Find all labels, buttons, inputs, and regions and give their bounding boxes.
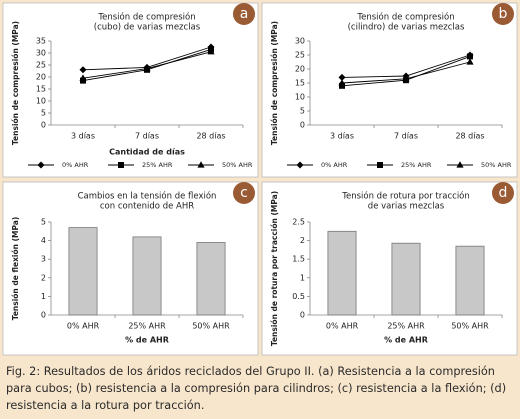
y-tick-label: 3 xyxy=(41,255,46,264)
y-tick-label: 0 xyxy=(41,311,46,320)
y-tick-label: 0.5 xyxy=(292,292,305,301)
panel-badge xyxy=(233,182,255,204)
y-tick-label: 30 xyxy=(295,37,305,46)
legend-marker xyxy=(456,161,464,168)
x-tick-label: 7 días xyxy=(394,132,418,141)
panel-badge xyxy=(233,3,255,25)
legend-marker xyxy=(118,162,124,168)
x-tick-label: 25% AHR xyxy=(387,322,425,331)
x-tick-label: 3 días xyxy=(71,132,95,141)
y-axis-label: Tensión de flexión (MPa) xyxy=(11,217,20,321)
data-point xyxy=(466,58,474,65)
x-axis-label: % de AHR xyxy=(125,336,169,345)
y-tick-label: 5 xyxy=(41,218,46,227)
figure: Tensión de compresión(cubo) de varias me… xyxy=(2,2,518,356)
chart-title: con contenido de AHR xyxy=(100,202,194,212)
y-tick-label: 1 xyxy=(300,273,305,282)
x-tick-label: 3 días xyxy=(330,132,354,141)
panel-letter: d xyxy=(499,185,508,201)
panel-background xyxy=(2,2,259,178)
data-point xyxy=(402,75,410,82)
panel-badge xyxy=(492,182,514,204)
y-tick-label: 2.5 xyxy=(292,218,305,227)
bar xyxy=(455,245,485,316)
data-point xyxy=(467,53,473,60)
y-tick-label: 0 xyxy=(41,121,46,130)
y-tick-label: 10 xyxy=(295,93,305,102)
y-tick-label: 20 xyxy=(295,65,305,74)
panel-background xyxy=(261,2,518,178)
chart-title: (cubo) de varias mezclas xyxy=(94,23,201,33)
bar xyxy=(132,236,162,316)
y-tick-label: 15 xyxy=(295,79,305,88)
y-axis-label: Tensión de compresión (MPa) xyxy=(11,21,20,145)
y-tick-label: 2 xyxy=(300,236,305,245)
panel-letter: c xyxy=(240,185,248,201)
legend-marker xyxy=(296,161,304,169)
y-tick-label: 30 xyxy=(36,49,46,58)
chart-title: Tensión de compresión xyxy=(97,12,195,23)
legend-label: 50% AHR xyxy=(222,161,253,169)
chart-title: Tensión de rotura por tracción xyxy=(341,191,470,202)
data-point xyxy=(338,73,346,81)
chart-title: (cilindro) de varias mezclas xyxy=(348,23,465,33)
data-point xyxy=(338,79,346,86)
y-tick-label: 25 xyxy=(36,61,46,70)
chart-title: Cambios en la tensión de flexión xyxy=(78,191,217,202)
x-axis-label: Cantidad de días xyxy=(109,148,185,157)
bar xyxy=(327,230,357,316)
bar xyxy=(391,242,421,316)
x-tick-label: 7 días xyxy=(135,132,159,141)
panel: Tensión de compresión(cubo) de varias me… xyxy=(2,2,259,178)
y-tick-label: 25 xyxy=(295,51,305,60)
y-tick-label: 15 xyxy=(36,85,46,94)
y-axis-label: Tensión de compresión (MPa) xyxy=(270,21,279,145)
legend-label: 50% AHR xyxy=(481,161,512,169)
legend-marker xyxy=(377,162,383,168)
y-tick-label: 20 xyxy=(36,73,46,82)
y-tick-label: 0 xyxy=(300,121,305,130)
data-point xyxy=(143,64,151,72)
chart-title: de varias mezclas xyxy=(368,202,445,212)
y-tick-label: 2 xyxy=(41,273,46,282)
legend-marker xyxy=(37,161,45,169)
x-tick-label: 0% AHR xyxy=(326,322,359,331)
panel-badge xyxy=(492,3,514,25)
x-tick-label: 28 días xyxy=(455,132,484,141)
panel-letter: a xyxy=(240,6,249,22)
y-tick-label: 10 xyxy=(36,97,46,106)
legend-label: 0% AHR xyxy=(321,161,348,169)
bar xyxy=(68,227,98,316)
caption: Fig. 2: Resultados de los áridos recicla… xyxy=(6,365,507,412)
y-tick-label: 5 xyxy=(300,107,305,116)
data-point xyxy=(207,48,215,55)
data-point xyxy=(79,66,87,74)
panel: Tensión de compresión(cilindro) de varia… xyxy=(261,2,518,178)
bar xyxy=(196,242,226,316)
y-tick-label: 1.5 xyxy=(292,255,305,264)
y-tick-label: 35 xyxy=(36,37,46,46)
x-tick-label: 50% AHR xyxy=(192,322,230,331)
legend-marker xyxy=(197,161,205,168)
y-tick-label: 1 xyxy=(41,292,46,301)
y-tick-label: 5 xyxy=(41,109,46,118)
x-tick-label: 50% AHR xyxy=(451,322,489,331)
x-tick-label: 28 días xyxy=(196,132,225,141)
data-point xyxy=(79,74,87,81)
chart-title: Tensión de compresión xyxy=(356,12,454,23)
x-axis-label: % de AHR xyxy=(384,336,428,345)
legend-label: 0% AHR xyxy=(62,161,89,169)
y-tick-label: 4 xyxy=(41,236,46,245)
y-tick-label: 0 xyxy=(300,311,305,320)
x-tick-label: 25% AHR xyxy=(128,322,166,331)
panel-letter: b xyxy=(499,6,508,22)
x-tick-label: 0% AHR xyxy=(67,322,100,331)
legend-label: 25% AHR xyxy=(401,161,432,169)
legend-label: 25% AHR xyxy=(142,161,173,169)
y-axis-label: Tensión de rotura por tracción (MPa) xyxy=(270,191,279,346)
